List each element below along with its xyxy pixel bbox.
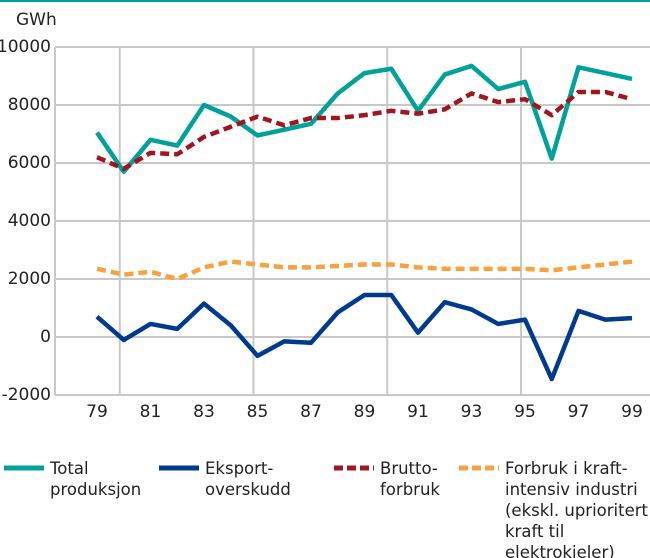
- legend-label: Forbruk i kraft-intensiv industri (ekskl…: [505, 459, 649, 558]
- legend-item: Eksport-overskudd: [155, 458, 330, 558]
- legend-item: Brutto-forbruk: [330, 458, 455, 558]
- x-tick-label: 93: [461, 402, 483, 422]
- y-tick-label: 0: [40, 327, 51, 347]
- legend-item: Forbruk i kraft-intensiv industri (ekskl…: [455, 458, 650, 558]
- series-line: [95, 292, 633, 382]
- y-tick-label: 8000: [8, 95, 51, 115]
- legend-label: Total produksjon: [50, 459, 142, 499]
- x-tick-label: 95: [514, 402, 536, 422]
- x-tick-label: 85: [247, 402, 269, 422]
- series-line: [95, 63, 633, 174]
- legend-label: Eksport-overskudd: [205, 459, 291, 499]
- y-tick-label: 10000: [0, 37, 51, 57]
- x-tick-label: 97: [568, 402, 590, 422]
- legend-swatch: [4, 465, 44, 471]
- legend-label: Brutto-forbruk: [380, 459, 440, 499]
- x-tick-label: 83: [193, 402, 215, 422]
- x-tick-label: 99: [621, 402, 643, 422]
- x-tick-label: 79: [86, 402, 108, 422]
- legend-swatch: [459, 465, 499, 471]
- legend-swatch: [159, 465, 199, 471]
- y-tick-label: 6000: [8, 153, 51, 173]
- y-tick-label: -2000: [2, 385, 51, 405]
- legend-item: Total produksjon: [0, 458, 155, 558]
- x-tick-label: 91: [407, 402, 429, 422]
- legend-swatch: [334, 465, 374, 471]
- chart-title: GWh: [16, 10, 57, 30]
- series-line: [96, 89, 633, 172]
- legend: Total produksjon Eksport-overskudd Brutto-…: [0, 458, 650, 558]
- x-tick-label: 89: [354, 402, 376, 422]
- series-line: [96, 259, 633, 282]
- y-tick-label: 2000: [8, 269, 51, 289]
- chart: GWh -2000 0 2000 4000 6000 8000 10000 79 81 83 85 8…: [0, 0, 650, 422]
- x-tick-label: 81: [140, 402, 162, 422]
- top-rule: [0, 0, 650, 2]
- x-tick-label: 87: [300, 402, 322, 422]
- y-tick-label: 4000: [8, 211, 51, 231]
